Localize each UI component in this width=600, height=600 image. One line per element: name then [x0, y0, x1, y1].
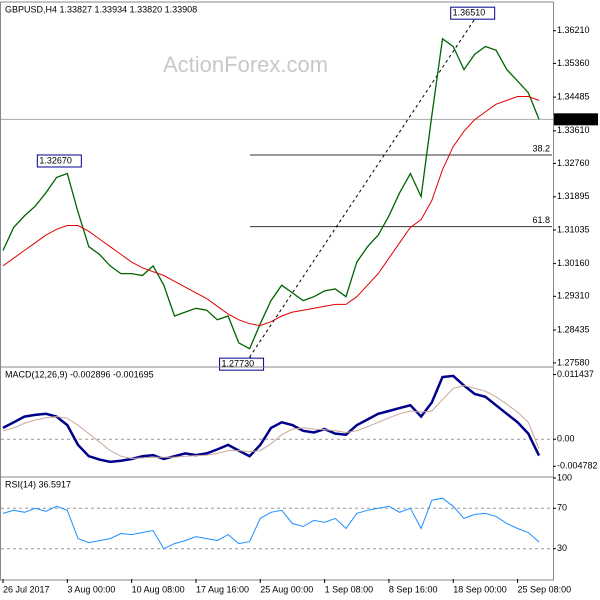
x-tick-label: 3 Aug 00:00 [67, 584, 115, 594]
series-line [2, 37, 540, 350]
x-tick-label: 17 Aug 16:00 [196, 584, 249, 594]
panel-title: RSI(14) 36.5917 [5, 479, 71, 489]
y-tick-label: 1.33610 [557, 125, 590, 135]
y-tick-label: 1.31035 [557, 224, 590, 234]
y-tick-label: 100 [557, 472, 572, 482]
y-tick-label: 30 [557, 543, 567, 553]
annotation-box [36, 154, 82, 168]
y-tick-label: 0.011437 [557, 369, 594, 379]
y-tick-label: 1.34485 [557, 91, 590, 101]
y-tick-label: 1.31895 [557, 191, 590, 201]
y-tick-label: 1.29310 [557, 291, 590, 301]
panel-title: MACD(12,26,9) -0.002896 -0.001695 [5, 369, 154, 379]
y-tick-label: 1.30160 [557, 258, 590, 268]
y-tick-label: 1.28435 [557, 324, 590, 334]
x-tick-label: 25 Sep 08:00 [518, 584, 572, 594]
title-bg [2, 4, 213, 16]
title-bg [2, 479, 83, 491]
series-line [2, 497, 540, 550]
x-tick-label: 18 Sep 00:00 [453, 584, 507, 594]
series-line [2, 384, 540, 460]
annotation-label: 1.36510 [453, 8, 486, 18]
fib-label: 61.8 [532, 215, 550, 225]
annotation-label: 1.27730 [222, 359, 255, 369]
x-tick-label: 1 Sep 08:00 [325, 584, 374, 594]
y-tick-label: 1.36210 [557, 25, 590, 35]
annotation-box [450, 6, 496, 20]
watermark: ActionForex.com [163, 52, 328, 77]
y-tick-label: -0.004782 [557, 461, 598, 471]
x-tick-label: 25 Aug 00:00 [260, 584, 313, 594]
series-line [2, 374, 541, 464]
annotation-label: 1.32670 [39, 155, 72, 165]
current-price-box [554, 113, 598, 126]
current-price-label: 1.33908 [557, 114, 590, 124]
x-tick-label: 26 Jul 2017 [3, 584, 50, 594]
fib-label: 38.2 [532, 143, 550, 153]
panel-title: GBPUSD,H4 1.33827 1.33934 1.33820 1.3390… [5, 4, 197, 14]
y-tick-label: 0.00 [557, 434, 575, 444]
y-tick-label: 70 [557, 503, 567, 513]
y-tick-label: 1.35360 [557, 58, 590, 68]
x-tick-label: 10 Aug 08:00 [132, 584, 185, 594]
y-tick-label: 1.27580 [557, 357, 590, 367]
series-line [2, 96, 540, 327]
y-tick-label: 1.32760 [557, 158, 590, 168]
x-tick-label: 8 Sep 16:00 [389, 584, 438, 594]
panel-frame [0, 476, 554, 581]
title-bg [2, 369, 173, 381]
